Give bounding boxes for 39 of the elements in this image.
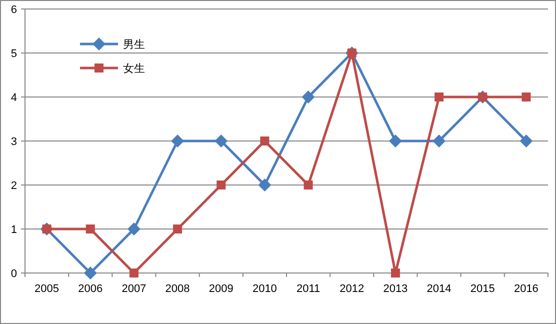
point xyxy=(171,134,184,148)
y-tick-label: 6 xyxy=(10,4,17,16)
y-tick-label: 2 xyxy=(10,180,17,192)
x-tick-label: 2013 xyxy=(383,283,408,295)
x-tick-label: 2010 xyxy=(252,283,277,295)
point xyxy=(260,136,270,146)
legend-label: 男生 xyxy=(123,38,145,51)
point xyxy=(216,180,226,190)
x-tick-label: 2008 xyxy=(165,283,190,295)
point xyxy=(432,134,446,148)
point xyxy=(84,266,97,280)
x-tick-label: 2014 xyxy=(426,283,452,295)
x-tick-label: 2012 xyxy=(340,283,364,295)
point xyxy=(86,224,95,234)
y-tick-label: 5 xyxy=(10,48,17,60)
x-tick-label: 2016 xyxy=(514,283,538,295)
point xyxy=(258,178,272,192)
y-tick-label: 3 xyxy=(10,136,17,148)
x-tick-label: 2007 xyxy=(122,283,146,295)
y-tick-label: 0 xyxy=(10,268,17,280)
point xyxy=(214,134,228,148)
x-tick-label: 2015 xyxy=(470,283,495,295)
point xyxy=(390,268,400,278)
point xyxy=(434,92,444,102)
x-tick-label: 2011 xyxy=(296,283,320,295)
y-tick-label: 4 xyxy=(10,92,17,104)
point xyxy=(302,90,315,104)
point xyxy=(129,268,138,278)
x-tick-label: 2009 xyxy=(208,283,234,295)
legend-label: 女生 xyxy=(123,62,145,75)
point xyxy=(522,92,531,102)
x-tick-label: 2005 xyxy=(34,283,60,295)
point xyxy=(173,224,182,234)
x-tick-label: 2006 xyxy=(78,283,103,295)
point xyxy=(388,134,402,148)
point xyxy=(520,134,533,148)
point xyxy=(127,222,140,236)
y-tick-label: 1 xyxy=(10,224,17,236)
point xyxy=(304,180,313,190)
